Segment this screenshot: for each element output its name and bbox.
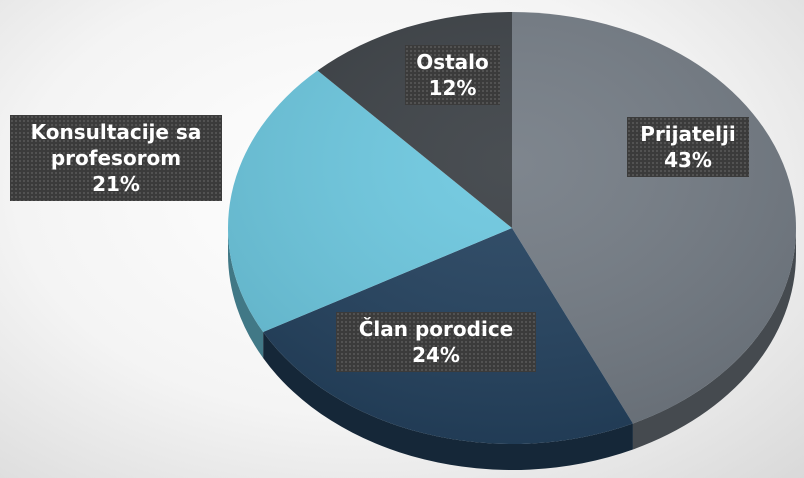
value-label: 21% [92, 172, 140, 196]
value-label: 43% [664, 148, 712, 172]
data-label: Prijatelji 43% [627, 117, 749, 177]
value-label: 12% [428, 76, 477, 100]
category-label: Prijatelji [640, 122, 736, 146]
data-label: Ostalo 12% [405, 45, 500, 105]
data-label: Konsultacije sa profesorom 21% [10, 115, 222, 201]
category-label: Konsultacije sa profesorom [30, 120, 202, 170]
value-label: 24% [412, 343, 460, 367]
category-label: Član porodice [358, 317, 514, 341]
data-label: Član porodice 24% [336, 312, 536, 372]
category-label: Ostalo [416, 50, 489, 74]
